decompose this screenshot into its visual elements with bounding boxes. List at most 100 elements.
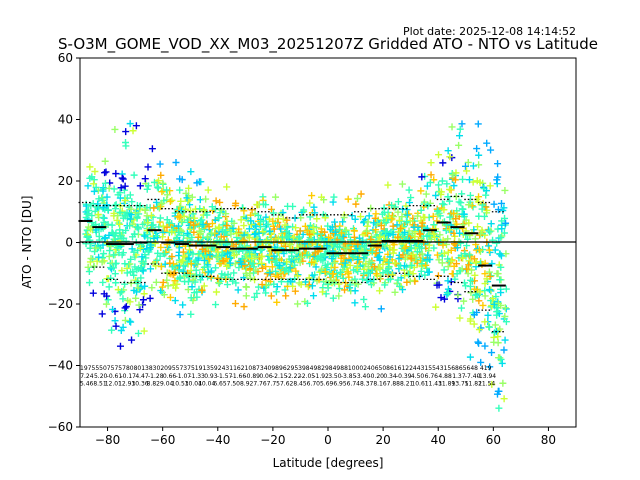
scatter-point — [443, 180, 451, 188]
scatter-point — [410, 223, 418, 231]
scatter-point — [313, 230, 321, 238]
scatter-point — [118, 288, 126, 296]
scatter-point — [385, 258, 393, 266]
scatter-point — [453, 270, 461, 278]
bin-stat-label: 0.66 — [163, 373, 177, 380]
scatter-point — [95, 195, 103, 203]
scatter-point — [190, 221, 198, 229]
scatter-point — [379, 260, 387, 268]
scatter-point — [326, 226, 334, 234]
scatter-point — [390, 246, 398, 254]
scatter-point — [337, 268, 345, 276]
scatter-point — [493, 239, 501, 247]
scatter-point — [264, 220, 272, 228]
scatter-point — [355, 234, 363, 242]
scatter-point — [255, 283, 263, 291]
x-axis: −80 −60 −40 −20 0 20 40 60 80 — [95, 427, 556, 447]
scatter-point — [306, 199, 314, 207]
scatter-point — [344, 195, 352, 203]
scatter-point — [364, 268, 372, 276]
scatter-point — [391, 259, 399, 267]
scatter-point — [242, 283, 250, 291]
scatter-point — [458, 120, 466, 128]
scatter-point — [159, 187, 167, 195]
scatter-point — [401, 229, 409, 237]
scatter-point — [179, 257, 187, 265]
bin-stat-label: 1975 — [80, 365, 95, 372]
scatter-point — [435, 151, 443, 159]
scatter-point — [330, 193, 338, 201]
scatter-point — [190, 289, 198, 297]
scatter-point — [502, 305, 510, 313]
scatter-point — [158, 188, 166, 196]
scatter-point — [86, 163, 94, 171]
scatter-point — [460, 210, 468, 218]
scatter-point — [180, 231, 188, 239]
scatter-point — [234, 286, 242, 294]
scatter-point — [350, 233, 358, 241]
scatter-point — [122, 142, 130, 150]
scatter-point — [439, 241, 447, 249]
scatter-point — [303, 299, 311, 307]
scatter-point — [83, 233, 91, 241]
scatter-point — [207, 267, 215, 275]
scatter-point — [487, 220, 495, 228]
scatter-point — [99, 278, 107, 286]
scatter-point — [265, 256, 273, 264]
scatter-point — [111, 125, 119, 133]
scatter-point — [286, 264, 294, 272]
scatter-point — [262, 289, 270, 297]
bin-stat-label: 5.46 — [80, 380, 94, 387]
scatter-point — [487, 227, 495, 235]
scatter-point — [388, 215, 396, 223]
scatter-point — [363, 222, 371, 230]
scatter-point — [110, 264, 118, 272]
scatter-point — [324, 260, 332, 268]
scatter-point — [382, 214, 390, 222]
scatter-point — [389, 231, 397, 239]
scatter-point — [258, 259, 266, 267]
scatter-point — [212, 288, 220, 296]
scatter-point — [229, 224, 237, 232]
scatter-point — [417, 187, 425, 195]
scatter-point — [177, 258, 185, 266]
scatter-point — [452, 260, 460, 268]
scatter-point — [292, 224, 300, 232]
scatter-point — [262, 281, 270, 289]
scatter-point — [136, 244, 144, 252]
scatter-point — [318, 193, 325, 201]
scatter-point — [323, 264, 331, 272]
scatter-point — [321, 268, 329, 276]
scatter-point — [247, 217, 255, 225]
scatter-point — [110, 251, 118, 259]
scatter-point — [308, 192, 316, 200]
scatter-point — [376, 256, 384, 264]
scatter-point — [219, 257, 227, 265]
scatter-point — [168, 263, 176, 271]
scatter-point — [372, 249, 380, 257]
scatter-point — [344, 268, 352, 276]
scatter-point — [496, 250, 504, 258]
scatter-point — [182, 189, 190, 197]
scatter-point — [361, 303, 369, 311]
scatter-point — [360, 269, 368, 277]
scatter-point — [486, 272, 494, 280]
scatter-point — [214, 274, 222, 282]
scatter-point — [381, 281, 389, 289]
scatter-point — [407, 254, 415, 262]
scatter-point — [483, 206, 491, 214]
scatter-point — [257, 218, 265, 226]
scatter-point — [467, 276, 475, 284]
scatter-point — [421, 213, 429, 221]
scatter-point — [465, 261, 473, 269]
scatter-point — [130, 271, 138, 279]
bin-stat-label: 5757 — [111, 365, 126, 372]
scatter-point — [497, 289, 505, 297]
scatter-point — [224, 270, 232, 278]
scatter-point — [337, 229, 345, 237]
scatter-point — [139, 296, 147, 304]
scatter-point — [481, 280, 489, 288]
bin-stat-label: 5573 — [172, 365, 187, 372]
scatter-point — [146, 294, 154, 302]
scatter-point — [147, 265, 155, 273]
